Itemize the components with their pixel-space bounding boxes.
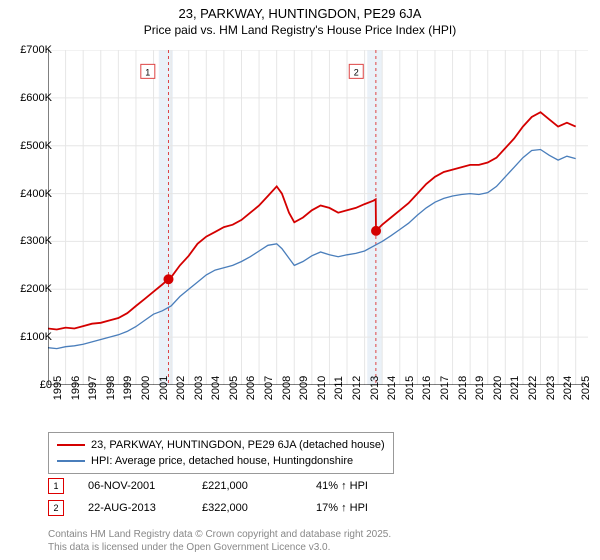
x-tick-label: 2005 bbox=[228, 376, 240, 400]
x-tick-label: 2008 bbox=[281, 376, 293, 400]
x-tick-label: 2021 bbox=[509, 376, 521, 400]
x-tick-label: 1998 bbox=[105, 376, 117, 400]
sale-date: 06-NOV-2001 bbox=[88, 480, 178, 492]
legend-row: HPI: Average price, detached house, Hunt… bbox=[57, 453, 385, 469]
legend-swatch bbox=[57, 460, 85, 462]
legend-row: 23, PARKWAY, HUNTINGDON, PE29 6JA (detac… bbox=[57, 437, 385, 453]
y-tick-label: £700K bbox=[6, 44, 52, 56]
x-tick-label: 2013 bbox=[369, 376, 381, 400]
sale-marker-badge: 1 bbox=[48, 478, 64, 494]
footer-line2: This data is licensed under the Open Gov… bbox=[48, 541, 391, 554]
legend-label: HPI: Average price, detached house, Hunt… bbox=[91, 453, 353, 469]
sale-date: 22-AUG-2013 bbox=[88, 502, 178, 514]
x-tick-label: 2017 bbox=[439, 376, 451, 400]
x-tick-label: 2016 bbox=[421, 376, 433, 400]
x-tick-label: 2020 bbox=[492, 376, 504, 400]
x-tick-label: 1995 bbox=[52, 376, 64, 400]
sale-row: 1 06-NOV-2001 £221,000 41% ↑ HPI bbox=[48, 478, 406, 494]
x-tick-label: 2010 bbox=[316, 376, 328, 400]
y-tick-label: £600K bbox=[6, 92, 52, 104]
x-tick-label: 1997 bbox=[87, 376, 99, 400]
footer-line1: Contains HM Land Registry data © Crown c… bbox=[48, 528, 391, 541]
x-tick-label: 2011 bbox=[333, 376, 345, 400]
chart-subtitle: Price paid vs. HM Land Registry's House … bbox=[0, 21, 600, 43]
x-tick-label: 2003 bbox=[193, 376, 205, 400]
x-tick-label: 2004 bbox=[210, 376, 222, 400]
y-tick-label: £200K bbox=[6, 283, 52, 295]
footer-text: Contains HM Land Registry data © Crown c… bbox=[48, 528, 391, 554]
sale-pct: 41% ↑ HPI bbox=[316, 480, 406, 492]
legend-swatch bbox=[57, 444, 85, 446]
legend-label: 23, PARKWAY, HUNTINGDON, PE29 6JA (detac… bbox=[91, 437, 385, 453]
sale-marker-badge: 2 bbox=[48, 500, 64, 516]
x-tick-label: 2025 bbox=[580, 376, 592, 400]
sale-price: £322,000 bbox=[202, 502, 292, 514]
chart-container: 23, PARKWAY, HUNTINGDON, PE29 6JA Price … bbox=[0, 0, 600, 560]
sale-price: £221,000 bbox=[202, 480, 292, 492]
x-tick-label: 1996 bbox=[70, 376, 82, 400]
x-tick-label: 2024 bbox=[562, 376, 574, 400]
x-tick-label: 2002 bbox=[175, 376, 187, 400]
x-tick-label: 1999 bbox=[122, 376, 134, 400]
y-tick-label: £400K bbox=[6, 188, 52, 200]
sale-pct: 17% ↑ HPI bbox=[316, 502, 406, 514]
y-tick-label: £0 bbox=[6, 379, 52, 391]
x-tick-label: 2007 bbox=[263, 376, 275, 400]
chart-title: 23, PARKWAY, HUNTINGDON, PE29 6JA bbox=[0, 0, 600, 21]
x-tick-label: 2000 bbox=[140, 376, 152, 400]
y-tick-label: £300K bbox=[6, 235, 52, 247]
x-tick-label: 2023 bbox=[545, 376, 557, 400]
y-tick-label: £100K bbox=[6, 331, 52, 343]
x-tick-label: 2015 bbox=[404, 376, 416, 400]
sale-row: 2 22-AUG-2013 £322,000 17% ↑ HPI bbox=[48, 500, 406, 516]
x-tick-label: 2012 bbox=[351, 376, 363, 400]
x-tick-label: 2014 bbox=[386, 376, 398, 400]
svg-text:1: 1 bbox=[145, 67, 150, 77]
x-tick-label: 2001 bbox=[158, 376, 170, 400]
x-tick-label: 2018 bbox=[457, 376, 469, 400]
x-tick-label: 2009 bbox=[298, 376, 310, 400]
x-tick-label: 2022 bbox=[527, 376, 539, 400]
x-tick-label: 2019 bbox=[474, 376, 486, 400]
plot-svg: 12 bbox=[48, 50, 588, 385]
y-tick-label: £500K bbox=[6, 140, 52, 152]
legend: 23, PARKWAY, HUNTINGDON, PE29 6JA (detac… bbox=[48, 432, 394, 474]
x-tick-label: 2006 bbox=[245, 376, 257, 400]
svg-text:2: 2 bbox=[354, 67, 359, 77]
